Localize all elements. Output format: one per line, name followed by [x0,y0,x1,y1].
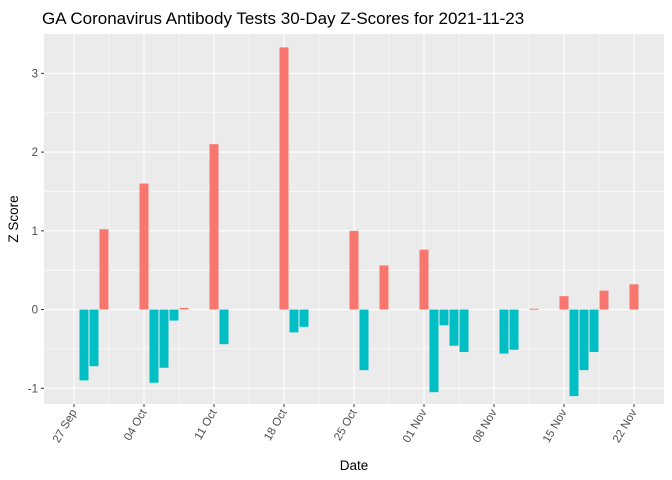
y-axis-title: Z Score [6,195,21,242]
bar [89,309,99,367]
bar [169,309,179,321]
y-tick-label: 2 [32,147,38,159]
bar [569,309,579,397]
y-tick-label: 1 [32,226,38,238]
x-tick-label: 25 Oct [332,407,360,443]
x-tick-label: 18 Oct [262,407,290,443]
bar [589,309,599,353]
x-tick-label: 27 Sep [51,408,80,446]
y-tick-label: 3 [32,68,38,80]
bar [359,309,369,371]
x-tick-label: 22 Nov [611,407,640,445]
bar [279,47,289,310]
bar [219,309,229,345]
bars [79,47,639,397]
bar [139,183,149,310]
bar [209,144,219,310]
bar [529,308,539,310]
bar [429,309,439,393]
x-tick-label: 15 Nov [541,407,570,445]
x-tick-label: 01 Nov [401,407,430,445]
bar [559,296,569,310]
x-axis-ticks: 27 Sep 04 Oct 11 Oct 18 Oct 25 Oct 01 Nov 08 N… [51,404,640,445]
bar [459,309,469,353]
bar [599,290,609,310]
y-axis-ticks: -1 0 1 2 3 [28,68,44,395]
chart-title: GA Coronavirus Antibody Tests 30-Day Z-S… [42,9,524,28]
bar [629,284,639,310]
bar [99,229,109,310]
x-tick-label: 04 Oct [122,407,150,443]
bar [179,307,189,310]
y-tick-label: -1 [28,383,38,395]
bar [79,309,89,381]
x-axis-title: Date [340,458,369,473]
bar [349,230,359,310]
bar [289,309,299,333]
bar [299,309,309,327]
bar [499,309,509,354]
x-tick-label: 11 Oct [193,407,220,442]
bar [159,309,169,368]
bar [149,309,159,383]
bar [439,309,449,326]
bar [579,309,589,371]
bar [509,309,519,350]
bar [419,249,429,310]
bar [449,309,459,346]
y-tick-label: 0 [32,305,38,317]
bar [379,265,389,310]
x-tick-label: 08 Nov [471,407,500,445]
